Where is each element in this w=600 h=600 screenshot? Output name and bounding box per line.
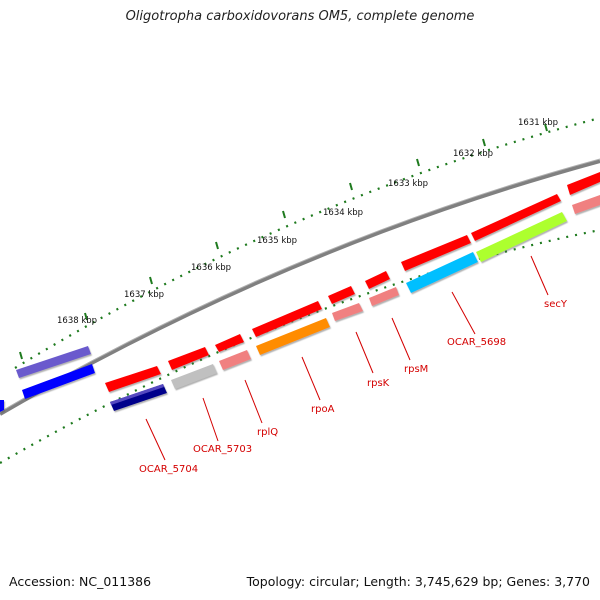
gene-forward (328, 286, 355, 304)
gene-forward (471, 194, 561, 241)
ruler-label: 1636 kbp (191, 263, 231, 273)
gene-label-rpoA: rpoA (311, 404, 335, 415)
gene-label-rpsM: rpsM (404, 364, 428, 375)
gene-forward (567, 172, 600, 195)
ruler-label: 1637 kbp (124, 290, 164, 300)
major-ruler-ticks (19, 123, 548, 360)
gene-forward (105, 366, 161, 392)
gene-label-OCAR_5698: OCAR_5698 (447, 337, 506, 348)
gene-forward (16, 346, 91, 378)
gene-forward (252, 301, 322, 337)
ruler-label: 1632 kbp (453, 149, 493, 159)
gene-reverse (369, 287, 399, 306)
gene-label-rpsK: rpsK (367, 378, 390, 389)
ruler-label: 1631 kbp (518, 118, 558, 128)
gene-label-secY: secY (544, 299, 568, 310)
gene-reverse (171, 364, 217, 389)
gene-forward (215, 334, 244, 352)
label-leader-lines (145, 255, 549, 461)
gene-forward (401, 235, 471, 271)
genome-backbone (0, 159, 600, 416)
gene-reverse (256, 318, 330, 355)
genome-summary-text: Topology: circular; Length: 3,745,629 bp… (246, 574, 590, 589)
ruler-label: 1633 kbp (388, 179, 428, 189)
gene-reverse (572, 195, 600, 214)
gene-reverse (476, 212, 567, 262)
outer-ruler (14, 116, 600, 369)
gene-label-OCAR_5704: OCAR_5704 (139, 464, 198, 475)
ruler-label: 1638 kbp (57, 316, 97, 326)
gene-reverse-overlap (110, 384, 164, 405)
gene-label-OCAR_5703: OCAR_5703 (193, 444, 252, 455)
gene-forward (168, 347, 209, 370)
ruler-label: 1634 kbp (323, 208, 363, 218)
genome-title: Oligotropha carboxidovorans OM5, complet… (125, 9, 475, 24)
gene-reverse (406, 252, 478, 293)
gene-reverse (22, 364, 95, 399)
gene-reverse (0, 400, 4, 412)
gene-reverse (332, 303, 363, 321)
ruler-label: 1635 kbp (257, 236, 297, 246)
genome-backbone-highlight (0, 158, 600, 413)
gene-forward (365, 271, 390, 289)
gene-label-rplQ: rplQ (257, 427, 278, 438)
accession-text: Accession: NC_011386 (9, 574, 152, 589)
gene-reverse (219, 350, 251, 370)
